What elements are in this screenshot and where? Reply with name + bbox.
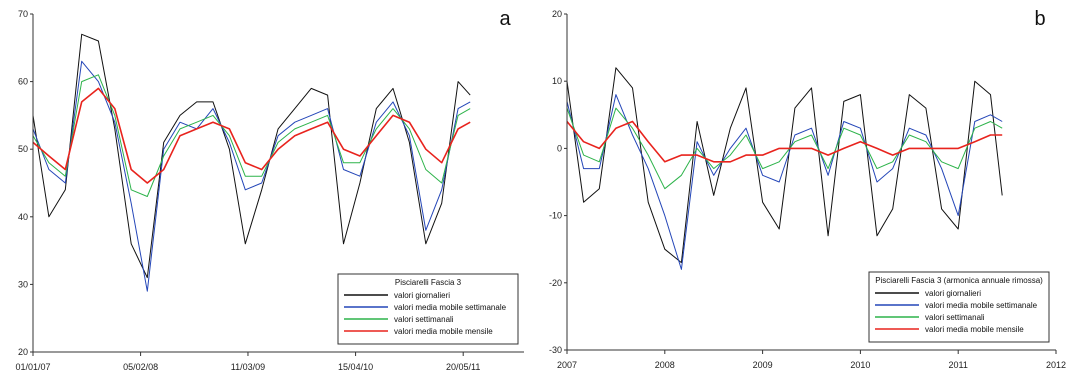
chart-panel-a: 20 30 40 50 60 70 01/01/07 05/02/08 11/03/09 15/0… (15, 8, 524, 372)
y-tick-label: -20 (549, 278, 562, 288)
x-tick-label: 2009 (753, 360, 773, 370)
series-line-valori-media-mobile-mensile (566, 120, 1003, 163)
series-line-valori-media-mobile-mensile (32, 87, 471, 184)
series-line-valori-settimanali (32, 74, 471, 197)
y-tick-label: 40 (18, 212, 28, 222)
legend-entry: valori media mobile settimanale (394, 303, 507, 312)
x-tick-label: 2007 (557, 360, 577, 370)
y-tick-label: 60 (18, 77, 28, 87)
series-line-valori-settimanali (566, 107, 1003, 190)
x-tick-label: 05/02/08 (123, 362, 158, 372)
legend-entry: valori settimanali (394, 315, 454, 324)
panel-label: a (499, 8, 511, 30)
legend-entry: valori media mobile mensile (394, 327, 493, 336)
chart-panel-b: -30 -20 -10 0 10 20 2007 2008 2009 2010 2011 2012 b P… (549, 8, 1066, 370)
y-tick-label: 0 (557, 143, 562, 153)
legend-entry: valori settimanali (925, 313, 985, 322)
legend-box (868, 271, 1050, 343)
x-tick-label: 11/03/09 (231, 362, 265, 372)
y-tick-label: 10 (552, 76, 562, 86)
x-tick-label: 01/01/07 (15, 362, 50, 372)
y-tick-label: 30 (18, 279, 28, 289)
y-tick-label: 70 (18, 9, 28, 19)
x-tick-label: 2011 (949, 360, 968, 370)
y-tick-label: 50 (18, 144, 28, 154)
legend-entry: valori giornalieri (925, 289, 981, 298)
series-line-valori-giornalieri (32, 33, 471, 279)
x-tick-label: 20/05/11 (446, 362, 480, 372)
legend-entry: valori media mobile settimanale (925, 301, 1038, 310)
panel-label: b (1034, 8, 1045, 30)
legend-entry: valori giornalieri (394, 291, 450, 300)
x-tick-label: 2012 (1046, 360, 1066, 370)
x-tick-label: 2010 (850, 360, 870, 370)
series-line-valori-giornalieri (566, 67, 1003, 264)
x-tick-label: 2008 (655, 360, 675, 370)
y-tick-label: -10 (549, 211, 562, 221)
legend-box (337, 273, 519, 345)
legend-title: Pisciarelli Fascia 3 (armonica annuale r… (875, 276, 1043, 285)
y-tick-label: 20 (552, 9, 562, 19)
y-tick-label: -30 (549, 345, 562, 355)
legend-entry: valori media mobile mensile (925, 325, 1024, 334)
x-tick-label: 15/04/10 (338, 362, 373, 372)
y-tick-label: 20 (18, 347, 28, 357)
legend-title: Pisciarelli Fascia 3 (395, 278, 462, 287)
